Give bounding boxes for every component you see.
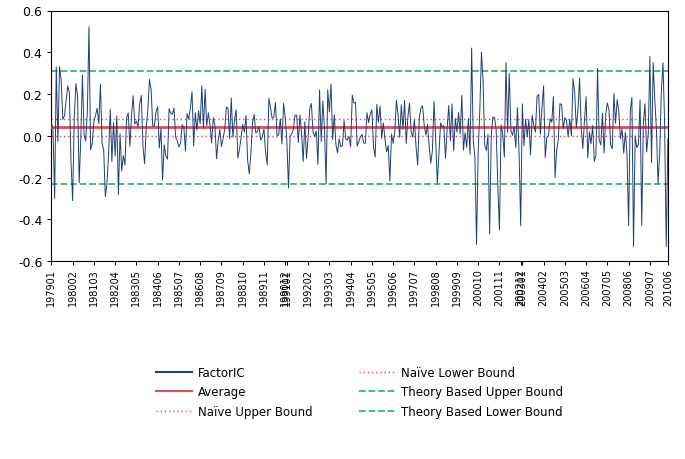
Legend: FactorIC, Average, Naïve Upper Bound, Naïve Lower Bound, Theory Based Upper Boun: FactorIC, Average, Naïve Upper Bound, Na… bbox=[153, 363, 566, 421]
